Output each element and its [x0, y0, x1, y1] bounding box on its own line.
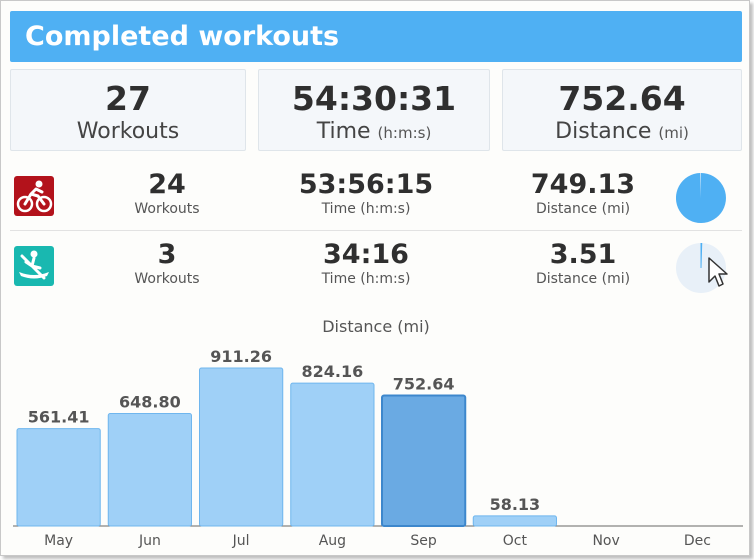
- distance-bar-chart: 561.41 May 648.80 Jun 911.26 Jul 824.16 Aug 752.…: [13, 347, 743, 549]
- summary-time: 54:30:31 Time (h:m:s): [258, 69, 490, 151]
- x-tick-label-dec: Dec: [684, 533, 711, 549]
- bar-value-label-aug: 824.16: [302, 362, 364, 381]
- bar-value-label-sep: 752.64: [393, 375, 455, 394]
- cycling-share-pie-slice: [676, 173, 726, 223]
- summary-workouts-label: Workouts: [76, 119, 180, 144]
- x-tick-label-sep: Sep: [410, 533, 437, 549]
- x-tick-label-jun: Jun: [138, 533, 161, 549]
- bar-aug[interactable]: [290, 382, 375, 527]
- cycling-workouts: 24 Workouts: [112, 169, 222, 217]
- rowing-distance: 3.51 Distance (mi): [508, 239, 658, 287]
- cycling-time: 53:56:15 Time (h:m:s): [276, 169, 456, 217]
- x-tick-label-may: May: [44, 533, 73, 549]
- bar-jun[interactable]: [107, 413, 192, 527]
- sport-row-rowing[interactable]: 3 Workouts 34:16 Time (h:m:s) 3.51 Dista…: [10, 231, 742, 301]
- cycling-share-pie: [676, 173, 726, 223]
- summary-time-label: Time: [316, 119, 371, 144]
- sport-row-cycling[interactable]: 24 Workouts 53:56:15 Time (h:m:s) 749.13…: [10, 161, 742, 231]
- rowing-share-pie: [676, 243, 726, 293]
- rowing-time-label: Time (h:m:s): [321, 271, 411, 287]
- bar-value-label-jun: 648.80: [119, 393, 181, 412]
- panel-title: Completed workouts: [10, 11, 742, 62]
- cycling-distance: 749.13 Distance (mi): [508, 169, 658, 217]
- bar-oct[interactable]: [472, 515, 557, 527]
- rowing-distance-value: 3.51: [549, 239, 617, 270]
- cycling-time-value: 53:56:15: [298, 169, 434, 200]
- rowing-icon: [14, 246, 54, 286]
- cycling-time-label: Time (h:m:s): [321, 201, 411, 217]
- summary-distance-label: Distance: [555, 119, 652, 144]
- rowing-distance-label: Distance (mi): [535, 271, 631, 287]
- summary-time-value: 54:30:31: [291, 79, 457, 118]
- rowing-share-pie-slice: [700, 243, 703, 269]
- summary-distance: 752.64 Distance (mi): [502, 69, 742, 151]
- summary-distance-unit: (mi): [658, 124, 689, 142]
- x-tick-label-oct: Oct: [503, 533, 528, 549]
- summary-workouts-value: 27: [105, 79, 151, 118]
- summary-distance-label-wrap: Distance (mi): [503, 119, 741, 146]
- rowing-workouts-value: 3: [157, 239, 177, 270]
- bar-jul[interactable]: [199, 367, 284, 527]
- cycling-distance-label: Distance (mi): [535, 201, 631, 217]
- bar-sep[interactable]: [381, 394, 467, 527]
- chart-title: Distance (mi): [322, 317, 430, 336]
- bar-may[interactable]: [16, 428, 101, 527]
- summary-time-unit: (h:m:s): [377, 124, 432, 142]
- bar-value-label-oct: 58.13: [490, 495, 541, 514]
- cycling-workouts-value: 24: [148, 169, 186, 200]
- rowing-time-value: 34:16: [323, 239, 409, 270]
- bar-value-label-may: 561.41: [28, 408, 90, 427]
- summary-time-label-wrap: Time (h:m:s): [259, 119, 489, 146]
- rowing-workouts: 3 Workouts: [112, 239, 222, 287]
- mouse-cursor-icon: [708, 257, 728, 287]
- x-tick-label-aug: Aug: [319, 533, 346, 549]
- x-tick-label-nov: Nov: [592, 533, 619, 549]
- rowing-workouts-label: Workouts: [134, 271, 200, 287]
- bar-value-label-jul: 911.26: [210, 347, 272, 366]
- rowing-time: 34:16 Time (h:m:s): [276, 239, 456, 287]
- summary-workouts: 27 Workouts: [10, 69, 246, 151]
- cycling-workouts-label: Workouts: [134, 201, 200, 217]
- x-tick-label-jul: Jul: [232, 533, 250, 549]
- summary-distance-value: 752.64: [558, 79, 686, 118]
- cycling-distance-value: 749.13: [530, 169, 636, 200]
- cycling-icon: [14, 176, 54, 216]
